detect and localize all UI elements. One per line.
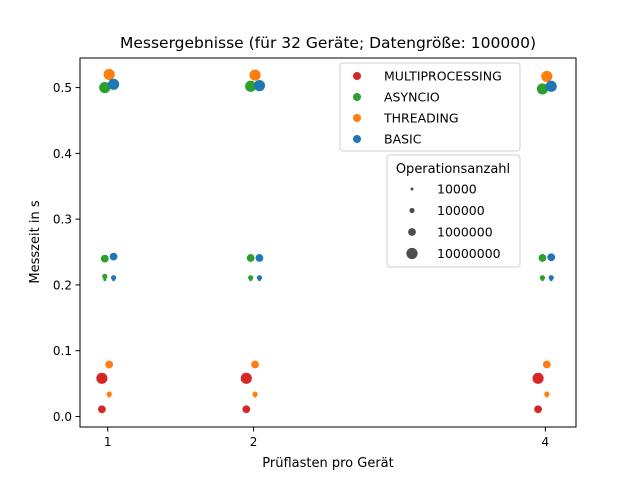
legend-marker: [353, 93, 361, 101]
data-point-asyncio: [103, 278, 107, 282]
legend-marker: [353, 135, 361, 143]
data-point-asyncio: [538, 254, 547, 262]
data-point-threading: [541, 70, 553, 83]
legend-box: [339, 62, 521, 152]
data-point-threading: [544, 391, 550, 397]
data-points: [96, 68, 557, 414]
size-legend-label: 10000: [437, 182, 477, 197]
data-point-multiprocessing: [97, 405, 106, 414]
x-tick-label: 2: [250, 435, 258, 449]
data-point-threading: [105, 360, 114, 369]
data-point-threading: [106, 391, 112, 397]
data-point-asyncio: [536, 83, 549, 95]
data-point-basic: [548, 275, 554, 281]
data-point-multiprocessing: [240, 372, 252, 384]
x-tick-label: 4: [542, 435, 550, 449]
legend-label: MULTIPROCESSING: [384, 69, 502, 84]
x-axis-label: Prüflasten pro Gerät: [262, 456, 393, 471]
x-axis: 1 2 4: [104, 427, 549, 449]
data-point-threading: [103, 68, 115, 81]
size-legend-label: 10000000: [437, 246, 501, 261]
size-legend-box: [386, 154, 521, 268]
legend: MULTIPROCESSING ASYNCIO THREADING BASIC: [339, 62, 521, 152]
data-point-basic: [107, 78, 120, 90]
size-legend-marker: [409, 207, 415, 214]
data-point-multiprocessing: [96, 372, 108, 384]
data-point-asyncio: [248, 275, 254, 281]
data-point-multiprocessing: [532, 372, 544, 384]
plot-area-frame: [79, 57, 577, 428]
data-point-asyncio: [102, 273, 108, 279]
legend-label: THREADING: [383, 111, 459, 126]
y-axis: 0.0 0.1 0.2 0.3 0.4 0.5: [53, 81, 80, 424]
legend-marker: [353, 72, 361, 80]
x-tick-label: 1: [104, 435, 112, 449]
y-tick-label: 0.4: [53, 147, 72, 161]
data-point-basic: [109, 252, 118, 261]
data-point-threading: [251, 360, 259, 369]
data-point-asyncio: [245, 80, 257, 92]
y-tick-label: 0.0: [53, 410, 72, 424]
size-legend-marker: [406, 247, 418, 260]
size-legend-marker: [410, 187, 414, 191]
data-point-multiprocessing: [242, 405, 251, 414]
data-point-asyncio: [99, 81, 111, 94]
data-point-threading: [542, 360, 551, 369]
data-point-basic: [255, 254, 264, 262]
data-point-threading: [252, 391, 258, 397]
data-point-basic: [545, 80, 557, 92]
data-point-basic: [110, 275, 117, 281]
size-legend: Operationsanzahl 10000 100000 1000000 10000…: [386, 154, 521, 268]
y-axis-label: Messzeit in s: [28, 200, 43, 283]
data-point-asyncio: [246, 254, 255, 262]
y-tick-label: 0.1: [53, 344, 72, 358]
data-point-asyncio: [539, 275, 546, 281]
legend-marker: [353, 114, 361, 122]
data-point-basic: [253, 80, 266, 92]
chart-title: Messergebnisse (für 32 Geräte; Datengröß…: [120, 34, 536, 52]
y-tick-label: 0.5: [53, 81, 72, 95]
data-point-basic: [256, 275, 263, 281]
data-point-multiprocessing: [534, 405, 542, 414]
size-legend-title: Operationsanzahl: [396, 162, 510, 177]
size-legend-label: 1000000: [437, 225, 493, 240]
legend-label: ASYNCIO: [384, 90, 440, 105]
data-point-threading: [249, 69, 261, 81]
data-point-basic: [547, 253, 556, 262]
size-legend-marker: [408, 228, 416, 236]
size-legend-label: 100000: [437, 203, 485, 218]
legend-label: BASIC: [384, 132, 422, 147]
y-tick-label: 0.3: [53, 213, 72, 227]
y-tick-label: 0.2: [53, 278, 72, 292]
data-point-asyncio: [100, 254, 109, 263]
